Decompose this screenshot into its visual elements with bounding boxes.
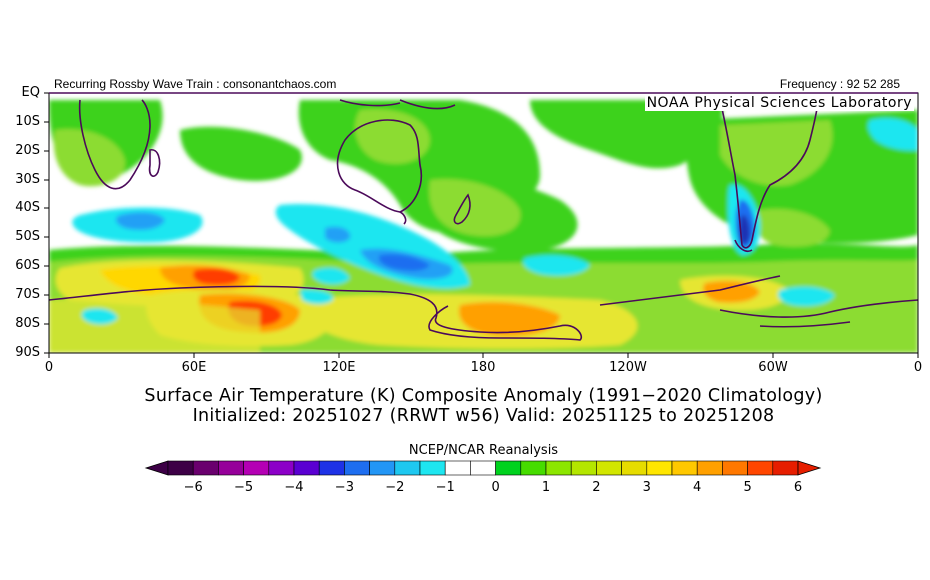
- colorbar-tick-label: 2: [592, 480, 601, 495]
- colorbar-tick-label: 1: [541, 480, 551, 495]
- colorbar-swatch: [444, 460, 471, 476]
- colorbar-swatch: [268, 460, 295, 476]
- lat-label: 90S: [15, 345, 40, 360]
- colorbar-swatch: [293, 460, 320, 476]
- colorbar-swatch: [545, 460, 572, 476]
- lat-label: 50S: [15, 229, 40, 244]
- colorbar-swatch: [344, 460, 370, 476]
- colorbar-swatch: [419, 460, 446, 476]
- colorbar-swatch: [596, 460, 622, 476]
- lon-label: 0: [913, 360, 923, 375]
- lon-label: 60W: [758, 360, 788, 375]
- colorbar-swatch: [696, 460, 723, 476]
- colorbar-tick-label: 5: [743, 480, 752, 495]
- colorbar-swatch: [192, 460, 219, 476]
- colorbar-swatch: [772, 460, 799, 476]
- colorbar-tick-label: 6: [793, 480, 803, 495]
- lat-label: 70S: [15, 287, 40, 302]
- colorbar-swatch: [318, 460, 345, 476]
- lon-label: 180: [470, 360, 496, 375]
- colorbar-swatch: [646, 460, 673, 476]
- lon-label: 120E: [322, 360, 356, 375]
- colorbar-swatch: [747, 460, 774, 476]
- header-right-text: Frequency : 92 52 285: [779, 77, 900, 91]
- lat-label: 60S: [15, 258, 40, 273]
- header-left-text: Recurring Rossby Wave Train : consonantc…: [54, 77, 337, 91]
- title-line-1: Surface Air Temperature (K) Composite An…: [144, 386, 823, 406]
- lon-label: 60E: [181, 360, 207, 375]
- coastlines: [49, 99, 918, 341]
- lat-label: EQ: [21, 85, 40, 100]
- colorbar-swatch: [167, 460, 194, 476]
- lab-credit: NOAA Physical Sciences Laboratory: [644, 95, 914, 111]
- lat-label: 10S: [15, 114, 40, 129]
- colorbar-swatch: [218, 460, 244, 476]
- lat-label: 30S: [15, 172, 40, 187]
- colorbar-arrow-right: [797, 460, 822, 476]
- lon-label: 0: [44, 360, 54, 375]
- colorbar-swatch: [722, 460, 748, 476]
- colorbar-swatch: [470, 460, 496, 476]
- colorbar-tick-label: −1: [435, 480, 455, 495]
- colorbar-tick-label: −2: [385, 480, 405, 495]
- colorbar-tick-label: 0: [491, 480, 500, 495]
- lat-label: 80S: [15, 316, 40, 331]
- colorbar-swatch: [570, 460, 597, 476]
- lat-ticks: [44, 92, 49, 354]
- lon-ticks: [48, 353, 919, 358]
- colorbar-tick-label: 3: [642, 480, 651, 495]
- title-line-2: Initialized: 20251027 (RRWT w56) Valid: …: [192, 406, 775, 426]
- colorbar-tick-label: −4: [284, 480, 304, 495]
- colorbar-tick-label: −5: [234, 480, 254, 495]
- colorbar-swatch: [621, 460, 648, 476]
- lat-label: 40S: [15, 200, 40, 215]
- lat-label: 20S: [15, 143, 40, 158]
- colorbar-swatch: [394, 460, 421, 476]
- colorbar-swatch: [369, 460, 396, 476]
- colorbar-tick-label: 4: [693, 480, 702, 495]
- colorbar-title: NCEP/NCAR Reanalysis: [408, 443, 559, 458]
- colorbar-tick-label: −3: [334, 480, 354, 495]
- colorbar-arrow-left: [144, 460, 169, 476]
- colorbar-tick-label: −6: [183, 480, 203, 495]
- colorbar-swatch: [495, 460, 522, 476]
- anomaly-field: [49, 93, 918, 353]
- colorbar-swatch: [520, 460, 547, 476]
- lon-label: 120W: [609, 360, 647, 375]
- colorbar-swatch: [671, 460, 698, 476]
- colorbar-swatch: [243, 460, 270, 476]
- colorbar: [144, 460, 822, 476]
